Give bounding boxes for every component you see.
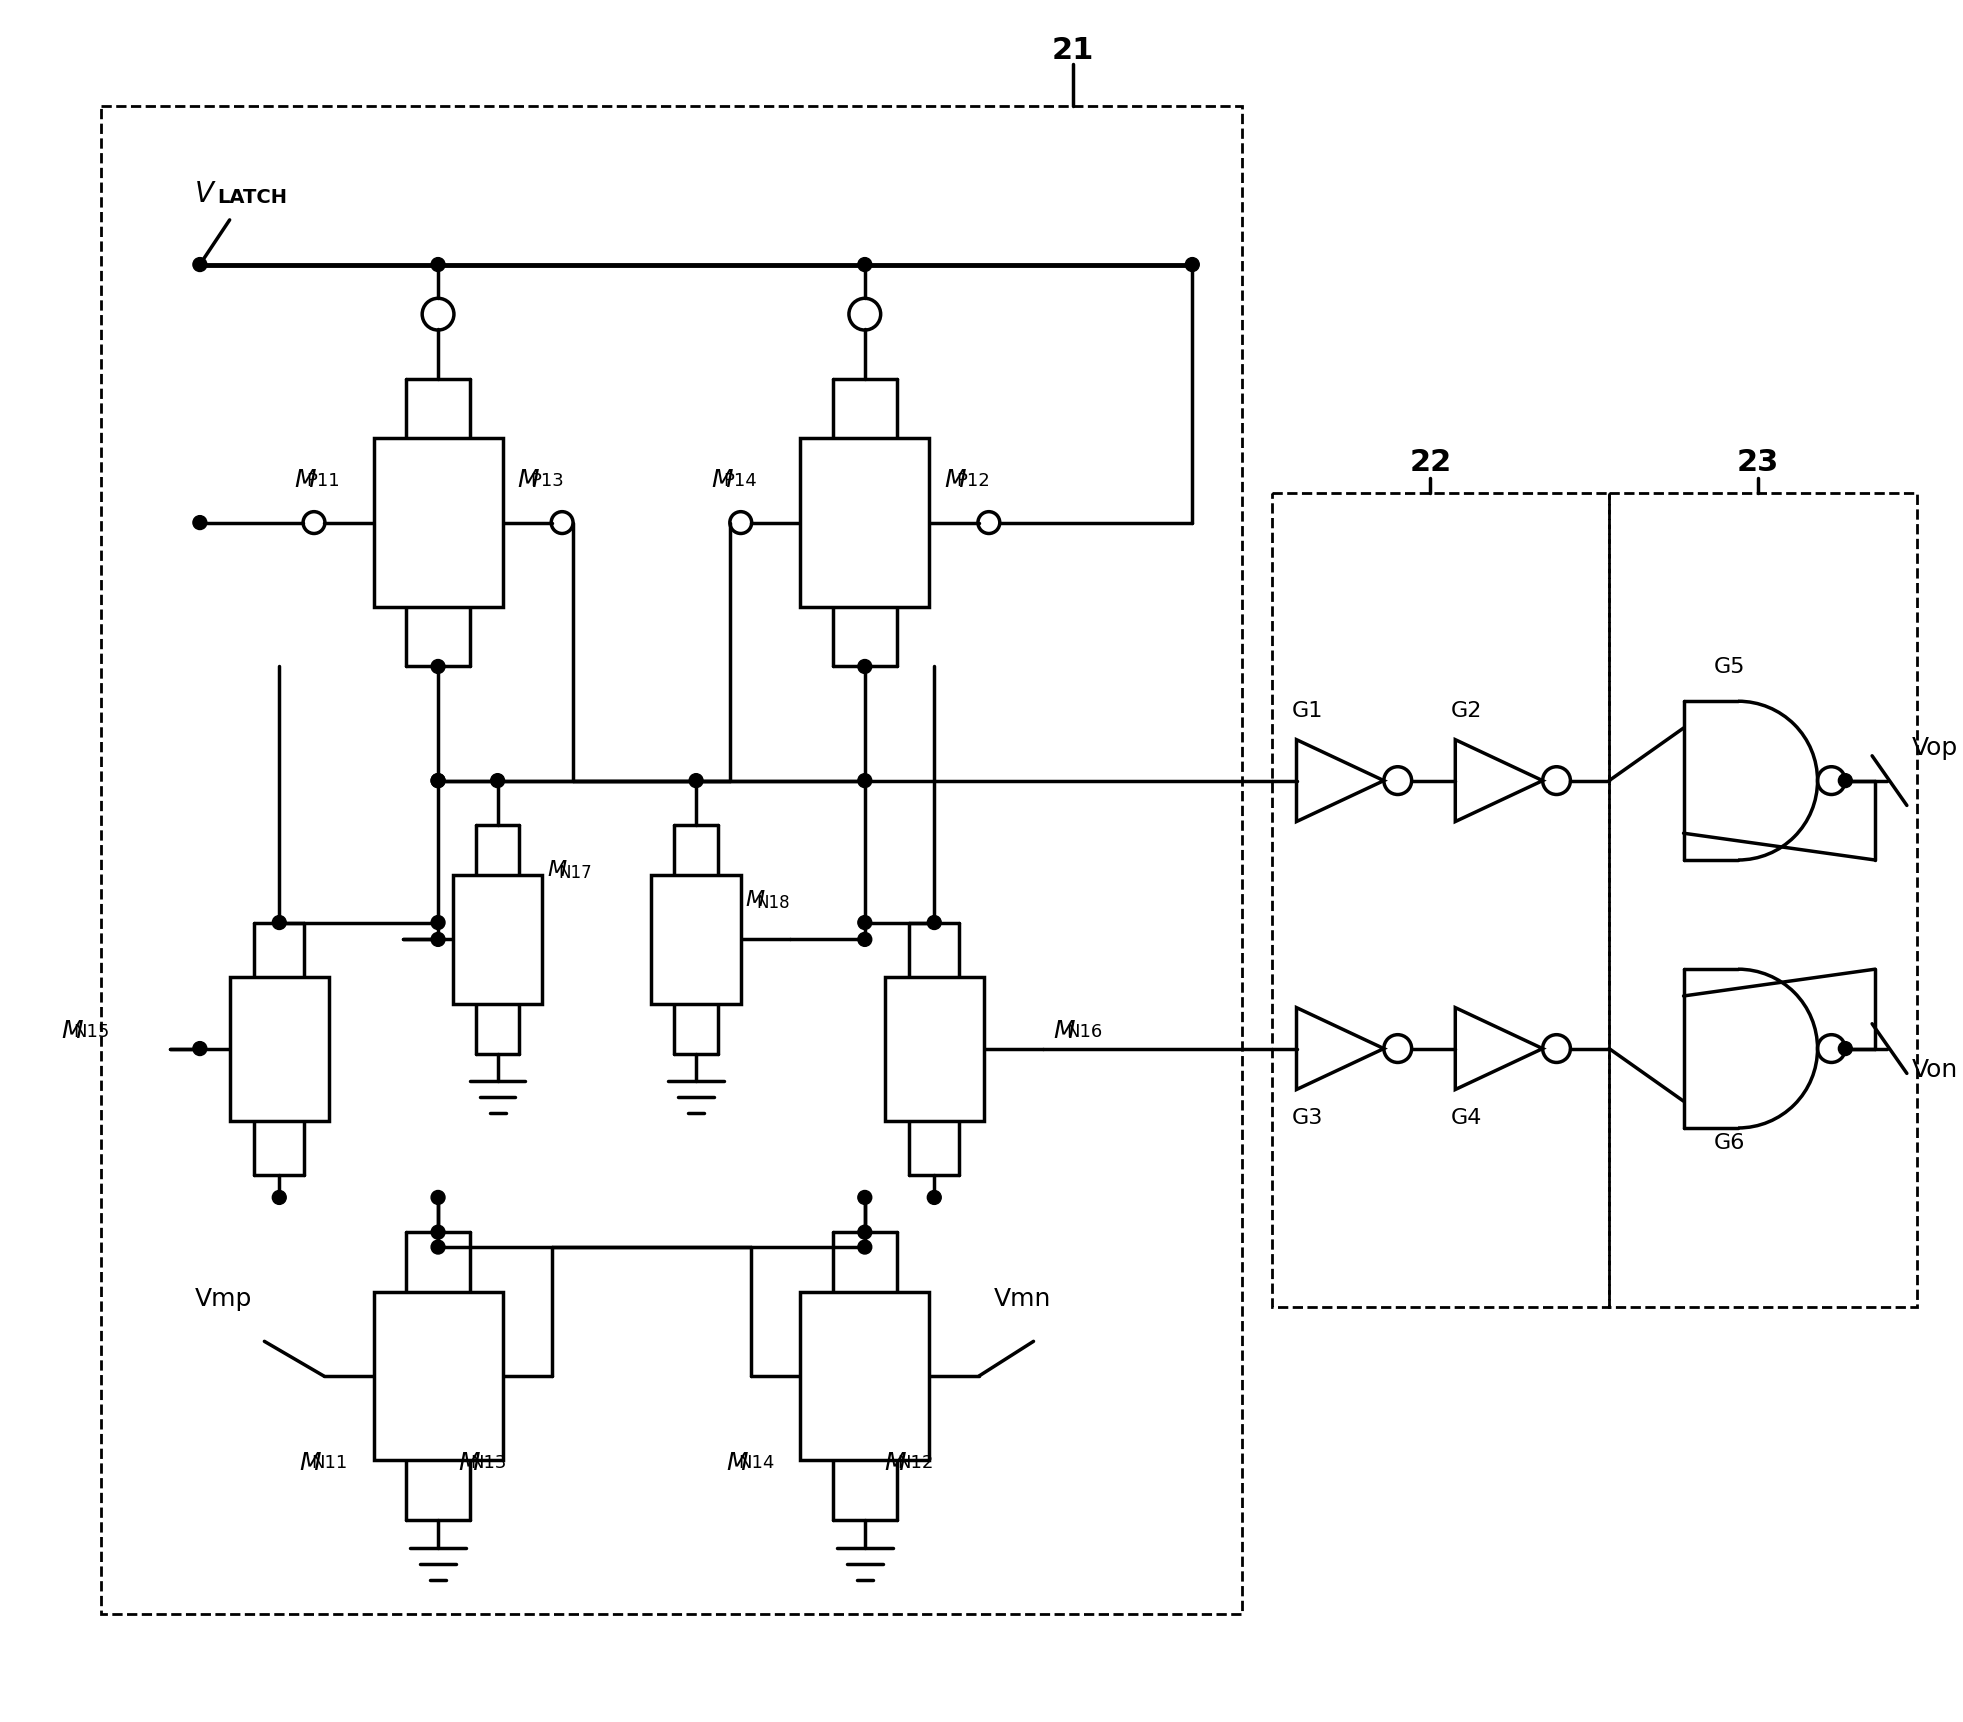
- Circle shape: [432, 1190, 446, 1204]
- Text: G5: G5: [1714, 656, 1745, 677]
- Bar: [1272, 492, 1610, 1307]
- Circle shape: [858, 932, 872, 947]
- Text: P11: P11: [306, 472, 340, 491]
- Circle shape: [432, 1226, 446, 1240]
- Text: M: M: [711, 468, 732, 492]
- Text: N11: N11: [312, 1455, 347, 1472]
- Circle shape: [432, 660, 446, 673]
- Text: M: M: [548, 859, 567, 880]
- Bar: [373, 1292, 503, 1460]
- Bar: [801, 1292, 928, 1460]
- Text: Vop: Vop: [1912, 735, 1957, 759]
- Text: N16: N16: [1066, 1023, 1101, 1040]
- Text: M: M: [298, 1450, 320, 1474]
- Circle shape: [192, 258, 206, 272]
- Circle shape: [858, 660, 872, 673]
- Text: 21: 21: [1052, 36, 1095, 65]
- Circle shape: [432, 773, 446, 787]
- Text: M: M: [944, 468, 966, 492]
- Text: M: M: [518, 468, 540, 492]
- Text: Vmp: Vmp: [194, 1286, 253, 1310]
- Text: N13: N13: [471, 1455, 506, 1472]
- Text: P12: P12: [956, 472, 991, 491]
- Text: G4: G4: [1451, 1109, 1482, 1128]
- Circle shape: [858, 1240, 872, 1254]
- Text: Vmn: Vmn: [993, 1286, 1052, 1310]
- Text: P14: P14: [724, 472, 758, 491]
- Bar: [885, 976, 983, 1121]
- Text: N14: N14: [738, 1455, 775, 1472]
- Circle shape: [927, 1190, 940, 1204]
- Text: 22: 22: [1409, 448, 1451, 477]
- Circle shape: [432, 773, 446, 787]
- Text: N17: N17: [557, 864, 593, 882]
- Text: N12: N12: [897, 1455, 934, 1472]
- Circle shape: [858, 916, 872, 930]
- Circle shape: [1186, 258, 1199, 272]
- Bar: [1610, 492, 1916, 1307]
- Circle shape: [689, 773, 703, 787]
- Bar: [453, 875, 542, 1004]
- Text: V: V: [194, 181, 214, 208]
- Text: P13: P13: [530, 472, 563, 491]
- Circle shape: [273, 1190, 287, 1204]
- Circle shape: [927, 916, 940, 930]
- Text: M: M: [746, 890, 766, 909]
- Text: Von: Von: [1912, 1059, 1957, 1083]
- Text: M: M: [726, 1450, 748, 1474]
- Text: M: M: [294, 468, 316, 492]
- Text: LATCH: LATCH: [218, 188, 289, 207]
- Text: M: M: [885, 1450, 907, 1474]
- Text: G6: G6: [1714, 1133, 1745, 1154]
- Circle shape: [858, 1190, 872, 1204]
- Text: M: M: [61, 1019, 82, 1044]
- Text: G1: G1: [1292, 701, 1323, 722]
- Text: M: M: [457, 1450, 479, 1474]
- Circle shape: [1839, 1042, 1853, 1056]
- Circle shape: [192, 1042, 206, 1056]
- Bar: [230, 976, 330, 1121]
- Circle shape: [432, 1240, 446, 1254]
- Circle shape: [432, 916, 446, 930]
- Circle shape: [273, 916, 287, 930]
- Bar: [801, 437, 928, 606]
- Circle shape: [432, 932, 446, 947]
- Bar: [373, 437, 503, 606]
- Circle shape: [192, 515, 206, 530]
- Bar: [100, 105, 1243, 1614]
- Bar: [652, 875, 740, 1004]
- Circle shape: [432, 258, 446, 272]
- Text: N18: N18: [758, 894, 791, 911]
- Text: G3: G3: [1292, 1109, 1323, 1128]
- Text: 23: 23: [1737, 448, 1778, 477]
- Circle shape: [1839, 773, 1853, 787]
- Text: G2: G2: [1451, 701, 1482, 722]
- Circle shape: [858, 773, 872, 787]
- Circle shape: [491, 773, 504, 787]
- Circle shape: [858, 1226, 872, 1240]
- Text: N15: N15: [73, 1023, 110, 1040]
- Text: M: M: [1054, 1019, 1076, 1044]
- Circle shape: [858, 258, 872, 272]
